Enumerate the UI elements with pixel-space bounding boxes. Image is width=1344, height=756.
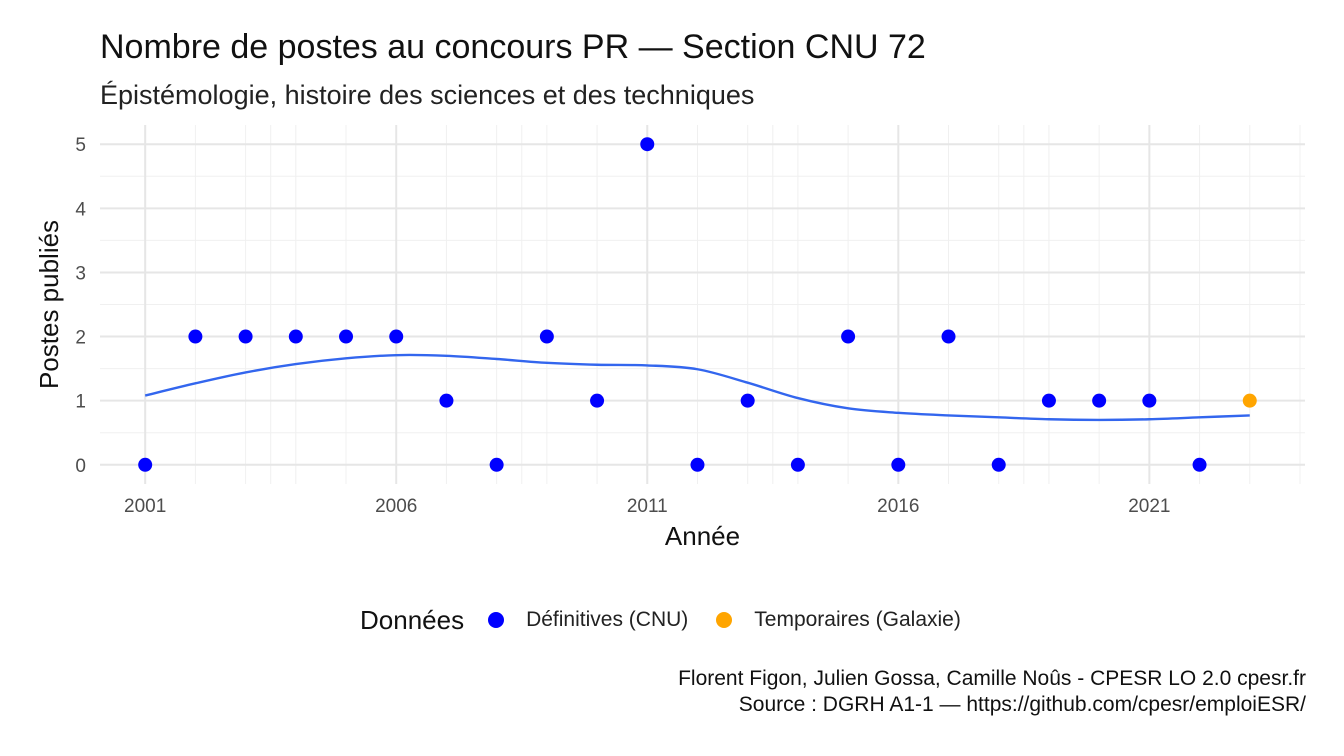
y-tick-label: 1 <box>75 392 86 413</box>
y-axis-label: Postes publiés <box>34 220 64 389</box>
data-point-definitives <box>489 457 504 472</box>
caption-source: Source : DGRH A1-1 — https://github.com/… <box>738 693 1306 716</box>
data-point-definitives <box>138 457 153 472</box>
data-point-definitives <box>891 457 906 472</box>
y-tick-label: 3 <box>75 263 86 284</box>
trend-line <box>144 353 1250 422</box>
legend-item-temporaires: Temporaires (Galaxie) <box>716 608 961 632</box>
x-tick-label: 2001 <box>124 496 166 517</box>
y-tick-label: 5 <box>75 135 86 156</box>
legend-title: Données <box>360 604 465 635</box>
data-point-definitives <box>539 329 554 344</box>
legend-label-definitives: Définitives (CNU) <box>526 608 689 631</box>
data-point-definitives <box>1192 457 1207 472</box>
data-point-definitives <box>238 329 253 344</box>
data-point-definitives <box>690 457 705 472</box>
legend-label-temporaires: Temporaires (Galaxie) <box>754 608 961 631</box>
data-point-definitives <box>841 329 856 344</box>
data-point-definitives <box>339 329 354 344</box>
data-point-definitives <box>740 393 755 408</box>
x-tick-label: 2006 <box>375 496 417 517</box>
data-point-definitives <box>991 457 1006 472</box>
legend: Données Définitives (CNU) Temporaires (G… <box>360 600 989 640</box>
caption: Florent Figon, Julien Gossa, Camille Noû… <box>678 666 1306 718</box>
legend-item-definitives: Définitives (CNU) <box>488 608 688 632</box>
data-point-definitives <box>389 329 404 344</box>
data-point-definitives <box>1142 393 1157 408</box>
data-point-definitives <box>1092 393 1107 408</box>
x-tick-label: 2016 <box>877 496 919 517</box>
y-tick-label: 2 <box>75 328 86 349</box>
chart-svg: 0 1 2 3 4 5 2001 2006 2011 2016 2021 Année Postes pu… <box>34 125 1305 551</box>
y-tick-label: 0 <box>75 456 86 477</box>
caption-authors: Florent Figon, Julien Gossa, Camille Noû… <box>678 667 1306 690</box>
data-point-definitives <box>590 393 605 408</box>
data-point-temporaires <box>1242 393 1257 408</box>
chart-title: Nombre de postes au concours PR — Sectio… <box>100 28 926 66</box>
legend-key-temporaires <box>716 612 733 628</box>
x-tick-label: 2011 <box>627 496 668 517</box>
x-tick-label: 2021 <box>1128 496 1170 517</box>
y-tick-label: 4 <box>75 199 86 220</box>
x-axis-label: Année <box>665 521 740 551</box>
data-point-definitives <box>439 393 454 408</box>
data-point-definitives <box>790 457 805 472</box>
data-point-definitives <box>941 329 956 344</box>
data-point-definitives <box>188 329 203 344</box>
chart-subtitle: Épistémologie, histoire des sciences et … <box>100 80 755 110</box>
data-point-definitives <box>640 137 655 152</box>
data-point-definitives <box>1041 393 1056 408</box>
legend-key-definitives <box>488 612 505 628</box>
data-point-definitives <box>288 329 303 344</box>
